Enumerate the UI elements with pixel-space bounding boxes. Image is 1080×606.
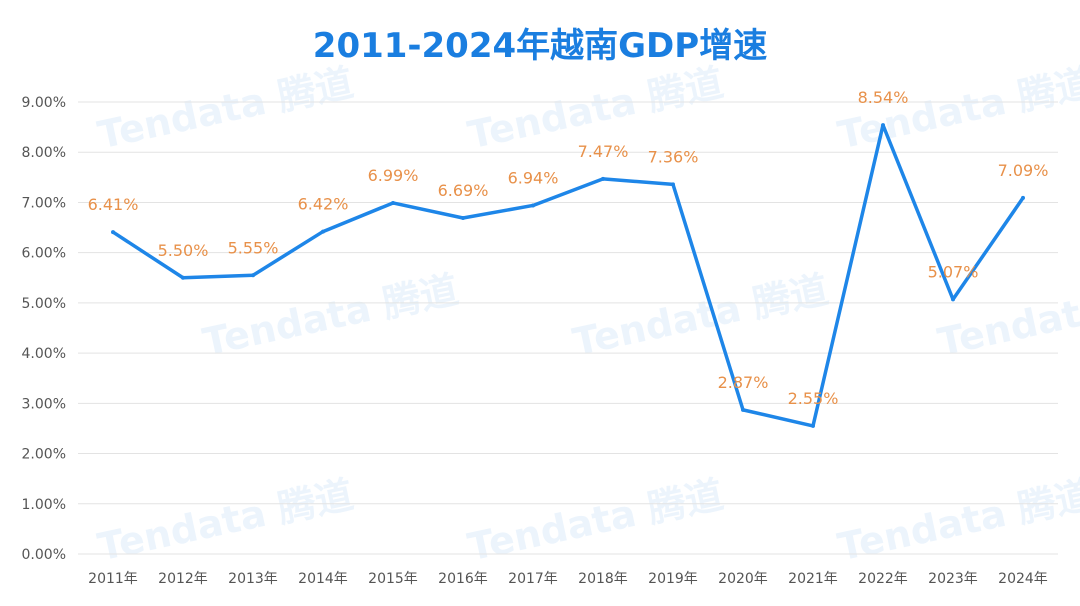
x-tick-label: 2011年 xyxy=(88,571,138,587)
data-point xyxy=(951,297,955,302)
data-point xyxy=(111,230,115,235)
series-line xyxy=(112,123,1025,428)
data-point xyxy=(881,123,885,128)
data-point xyxy=(1021,195,1025,200)
x-tick-label: 2016年 xyxy=(438,571,488,587)
data-point xyxy=(671,182,675,187)
data-point xyxy=(391,200,395,205)
y-tick-label: 8.00% xyxy=(22,145,66,161)
data-label: 7.36% xyxy=(648,147,699,166)
x-tick-label: 2015年 xyxy=(368,571,418,587)
data-label: 8.54% xyxy=(858,88,909,107)
x-tick-label: 2012年 xyxy=(158,571,208,587)
x-tick-label: 2019年 xyxy=(648,571,698,587)
data-point xyxy=(741,407,745,412)
x-tick-label: 2020年 xyxy=(718,571,768,587)
data-label: 2.55% xyxy=(788,389,839,408)
y-tick-label: 3.00% xyxy=(22,396,66,412)
data-label: 6.42% xyxy=(298,195,349,214)
chart-title: 2011-2024年越南GDP增速 xyxy=(312,26,768,66)
x-tick-label: 2014年 xyxy=(298,571,348,587)
y-tick-label: 2.00% xyxy=(22,447,66,463)
data-label: 6.41% xyxy=(88,195,139,214)
data-label: 5.55% xyxy=(228,238,279,257)
data-point xyxy=(181,275,185,280)
data-label: 5.07% xyxy=(928,262,979,281)
data-point xyxy=(811,423,815,428)
data-label: 2.87% xyxy=(718,373,769,392)
y-tick-label: 6.00% xyxy=(22,246,66,262)
data-point xyxy=(251,273,255,278)
x-tick-label: 2021年 xyxy=(788,571,838,587)
x-tick-label: 2024年 xyxy=(998,571,1048,587)
data-label: 7.47% xyxy=(578,142,629,161)
data-label: 5.50% xyxy=(158,241,209,260)
x-tick-label: 2023年 xyxy=(928,571,978,587)
x-tick-label: 2022年 xyxy=(858,571,908,587)
x-tick-label: 2017年 xyxy=(508,571,558,587)
x-tick-label: 2013年 xyxy=(228,571,278,587)
data-point xyxy=(601,176,605,181)
y-tick-label: 7.00% xyxy=(22,195,66,211)
data-label: 6.69% xyxy=(438,181,489,200)
data-label: 6.99% xyxy=(368,166,419,185)
data-label: 7.09% xyxy=(998,161,1049,180)
data-point xyxy=(321,229,325,234)
y-tick-label: 9.00% xyxy=(22,95,66,111)
y-tick-label: 1.00% xyxy=(22,497,66,513)
data-label: 6.94% xyxy=(508,168,559,187)
x-tick-label: 2018年 xyxy=(578,571,628,587)
data-point xyxy=(531,203,535,208)
y-tick-label: 5.00% xyxy=(22,296,66,312)
data-point xyxy=(461,216,465,221)
y-tick-label: 4.00% xyxy=(22,346,66,362)
y-tick-label: 0.00% xyxy=(22,547,66,563)
